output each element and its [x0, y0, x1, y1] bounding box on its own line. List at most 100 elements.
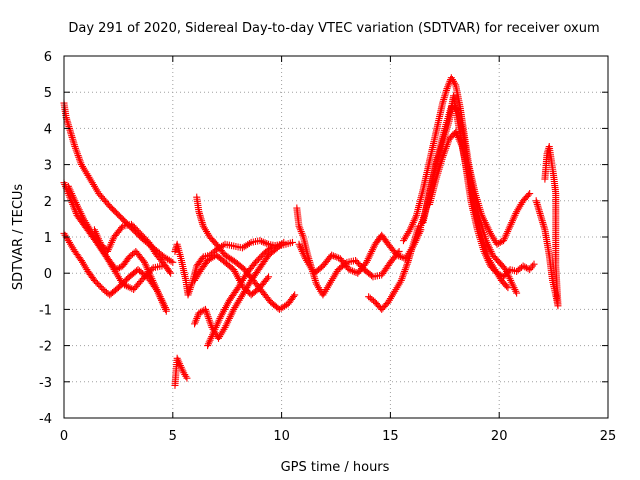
- data-point: [139, 232, 147, 240]
- data-point: [352, 257, 360, 265]
- data-point: [503, 282, 511, 290]
- data-point: [135, 228, 143, 236]
- series-track-a: [60, 99, 177, 266]
- data-point: [256, 254, 264, 262]
- series-track-r: [419, 92, 538, 281]
- x-tick-label: 10: [273, 429, 290, 444]
- data-point: [244, 288, 252, 296]
- data-point: [393, 251, 401, 259]
- data-point: [167, 257, 175, 265]
- series-track-f: [171, 354, 191, 389]
- data-point: [263, 274, 271, 282]
- series-track-e: [90, 220, 175, 277]
- data-point: [115, 264, 123, 272]
- data-point: [162, 305, 170, 313]
- data-point: [146, 267, 154, 275]
- series-track-t: [541, 143, 562, 308]
- y-tick-label: -2: [39, 340, 52, 355]
- series-track-l: [293, 204, 403, 299]
- y-tick-label: 4: [44, 122, 52, 137]
- series-track-h: [193, 193, 299, 313]
- data-point: [347, 266, 355, 274]
- x-tick-label: 25: [600, 429, 617, 444]
- data-point: [136, 229, 144, 237]
- y-axis-label: SDTVAR / TECUs: [11, 184, 26, 291]
- y-tick-label: 5: [44, 86, 52, 101]
- data-point: [291, 291, 299, 299]
- series-track-s: [532, 197, 562, 310]
- series-track-k: [191, 251, 273, 299]
- y-tick-label: 2: [44, 195, 52, 210]
- y-tick-label: -4: [39, 412, 52, 427]
- x-axis-label: GPS time / hours: [281, 460, 390, 475]
- data-point: [256, 237, 264, 245]
- data-point: [265, 273, 273, 281]
- y-tick-label: 6: [44, 50, 52, 65]
- data-point: [504, 284, 512, 292]
- data-point: [183, 374, 191, 382]
- data-point: [130, 223, 138, 231]
- data-point: [331, 253, 339, 261]
- data-point: [263, 240, 271, 248]
- data-point: [530, 260, 538, 268]
- series-track-n: [365, 222, 423, 313]
- data-point: [259, 238, 267, 246]
- data-point: [328, 251, 336, 259]
- y-tick-label: 1: [44, 231, 52, 246]
- y-tick-label: 0: [44, 267, 52, 282]
- data-point: [96, 282, 104, 290]
- data-point: [267, 243, 275, 251]
- data-point: [524, 191, 532, 199]
- data-point: [148, 265, 156, 273]
- data-point: [167, 269, 175, 277]
- data-point: [90, 276, 98, 284]
- data-point: [127, 220, 135, 228]
- series-track-j: [204, 240, 286, 350]
- data-point: [329, 252, 337, 260]
- data-point: [93, 279, 101, 287]
- x-tick-label: 15: [382, 429, 399, 444]
- data-point: [141, 273, 149, 281]
- data-point: [129, 222, 137, 230]
- x-tick-label: 0: [60, 429, 68, 444]
- data-point: [254, 255, 262, 263]
- y-tick-label: 3: [44, 159, 52, 174]
- axis-ticks: 0 5 10 15 20 25 -4 -3 -2 -1 0 1 2 3 4 5 6: [39, 50, 616, 444]
- chart-title: Day 291 of 2020, Sidereal Day-to-day VTE…: [68, 21, 599, 36]
- data-point: [251, 258, 259, 266]
- data-point: [554, 300, 562, 308]
- data-point: [288, 238, 296, 246]
- data-point: [353, 258, 361, 266]
- y-tick-label: -3: [39, 376, 52, 391]
- x-tick-label: 5: [169, 429, 177, 444]
- data-point: [395, 252, 403, 260]
- data-point: [166, 268, 174, 276]
- data-point: [141, 234, 149, 242]
- data-point: [278, 240, 286, 248]
- data-point: [92, 278, 100, 286]
- data-point: [333, 253, 341, 261]
- data-point: [142, 271, 150, 279]
- data-point: [345, 266, 353, 274]
- data-point: [238, 282, 246, 290]
- data-point: [349, 267, 357, 275]
- data-point: [396, 253, 404, 261]
- data-point: [257, 252, 265, 260]
- data-point: [496, 238, 504, 246]
- data-point: [352, 268, 360, 276]
- data-point: [243, 286, 251, 294]
- data-point: [169, 258, 177, 266]
- x-tick-label: 20: [491, 429, 508, 444]
- data-point: [145, 268, 153, 276]
- data-point: [513, 289, 521, 297]
- data-point: [258, 237, 266, 245]
- data-point: [354, 260, 362, 268]
- data-point: [526, 190, 534, 198]
- data-points: [60, 74, 562, 389]
- data-point: [261, 239, 269, 247]
- data-point: [245, 240, 253, 248]
- data-point: [290, 292, 298, 300]
- data-point: [142, 235, 150, 243]
- data-point: [95, 281, 103, 289]
